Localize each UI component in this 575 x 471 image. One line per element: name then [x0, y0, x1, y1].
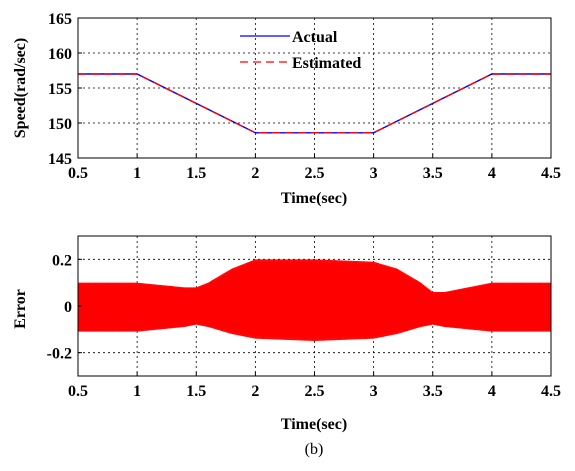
- speed-x-tick-label: 4: [488, 165, 496, 182]
- speed-y-axis-label: Speed(rad/sec): [12, 38, 29, 138]
- speed-x-tick-label: 4.5: [541, 165, 561, 182]
- speed-x-tick-label: 3: [370, 165, 378, 182]
- speed-x-tick-label: 1.5: [186, 165, 206, 182]
- error-series-line: [77, 259, 552, 341]
- speed-x-tick-label: 3.5: [423, 165, 443, 182]
- figure-caption: (b): [305, 441, 324, 458]
- error-y-tick-label: 0: [64, 299, 72, 316]
- error-x-tick-label: 4: [488, 383, 496, 400]
- error-series-group: [77, 259, 552, 341]
- error-y-tick-label: -0.2: [47, 346, 72, 363]
- error-x-tick-label: 4.5: [541, 383, 561, 400]
- speed-x-axis-label: Time(sec): [281, 190, 347, 207]
- speed-y-tick-label: 145: [48, 151, 72, 168]
- speed-series-estimated-line: [78, 73, 551, 134]
- speed-legend: Actual Estimated: [240, 29, 361, 72]
- speed-x-ticks: 0.5 1 1.5 2 2.5 3 3.5 4 4.5: [68, 154, 561, 182]
- speed-y-tick-label: 155: [48, 81, 72, 98]
- legend-estimated-label: Estimated: [292, 55, 361, 72]
- speed-x-tick-label: 2.5: [305, 165, 325, 182]
- speed-chart: 0.5 1 1.5 2 2.5 3 3.5 4 4.5 145 150 155 160 165 Time…: [12, 11, 561, 207]
- error-y-axis-label: Error: [12, 289, 29, 329]
- speed-y-tick-label: 160: [48, 46, 72, 63]
- error-x-tick-label: 2.5: [305, 383, 325, 400]
- speed-y-tick-label: 150: [48, 116, 72, 133]
- error-y-tick-label: 0.2: [52, 252, 72, 269]
- speed-y-tick-label: 165: [48, 11, 72, 28]
- error-x-tick-label: 3: [370, 383, 378, 400]
- speed-x-tick-label: 2: [251, 165, 259, 182]
- speed-grid: [78, 18, 551, 158]
- error-x-tick-label: 1: [133, 383, 141, 400]
- error-chart: 0.5 1 1.5 2 2.5 3 3.5 4 4.5 -0.2 0 0.2 Time(sec) E…: [12, 235, 561, 433]
- speed-y-ticks: 145 150 155 160 165: [48, 11, 82, 168]
- error-x-ticks: 0.5 1 1.5 2 2.5 3 3.5 4 4.5: [68, 372, 561, 400]
- error-x-tick-label: 2: [251, 383, 259, 400]
- error-x-tick-label: 1.5: [186, 383, 206, 400]
- speed-series-group: [78, 73, 551, 134]
- error-x-axis-label: Time(sec): [281, 416, 347, 433]
- error-y-ticks: -0.2 0 0.2: [47, 252, 82, 363]
- error-x-tick-label: 3.5: [423, 383, 443, 400]
- error-x-tick-label: 0.5: [68, 383, 88, 400]
- speed-x-tick-label: 1: [133, 165, 141, 182]
- speed-x-tick-label: 0.5: [68, 165, 88, 182]
- legend-actual-label: Actual: [292, 29, 338, 46]
